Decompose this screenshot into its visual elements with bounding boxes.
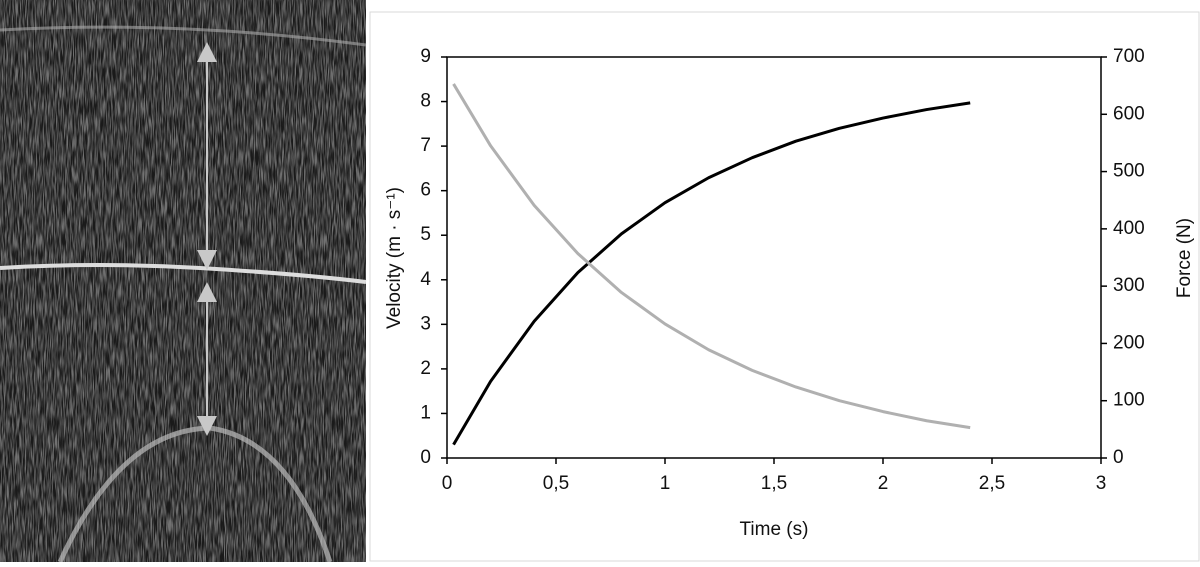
y2-tick-label: 700 [1113, 46, 1145, 67]
x-tick-label: 2,5 [979, 473, 1005, 494]
y-tick-label: 3 [420, 313, 431, 334]
x-tick-label: 0,5 [543, 473, 569, 494]
y2-tick-label: 600 [1113, 103, 1145, 124]
y2-tick-label: 0 [1113, 447, 1124, 468]
chart-panel [369, 11, 1200, 562]
y-tick-label: 4 [420, 269, 431, 290]
y-tick-label: 0 [420, 447, 431, 468]
y-tick-label: 1 [420, 402, 431, 423]
x-tick-label: 1,5 [761, 473, 787, 494]
y-tick-label: 8 [420, 91, 431, 112]
y2-tick-label: 300 [1113, 275, 1145, 296]
x-tick-label: 0 [442, 473, 453, 494]
x-tick-label: 1 [660, 473, 671, 494]
y-tick-label: 9 [420, 46, 431, 67]
y-tick-label: 5 [420, 224, 431, 245]
y2-axis-title: Force (N) [1174, 218, 1195, 298]
y-tick-label: 6 [420, 180, 431, 201]
ultrasound-image [0, 0, 367, 564]
series-line [452, 101, 971, 446]
y-tick-label: 2 [420, 358, 431, 379]
y2-tick-label: 500 [1113, 161, 1145, 182]
x-tick-label: 3 [1096, 473, 1107, 494]
x-axis-title: Time (s) [740, 519, 809, 540]
y2-tick-label: 400 [1113, 218, 1145, 239]
x-tick-label: 2 [878, 473, 889, 494]
y-axis-title: Velocity (m · s⁻¹) [384, 187, 405, 329]
series-line [452, 83, 971, 430]
y-tick-label: 7 [420, 135, 431, 156]
y2-tick-label: 100 [1113, 390, 1145, 411]
y2-tick-label: 200 [1113, 332, 1145, 353]
